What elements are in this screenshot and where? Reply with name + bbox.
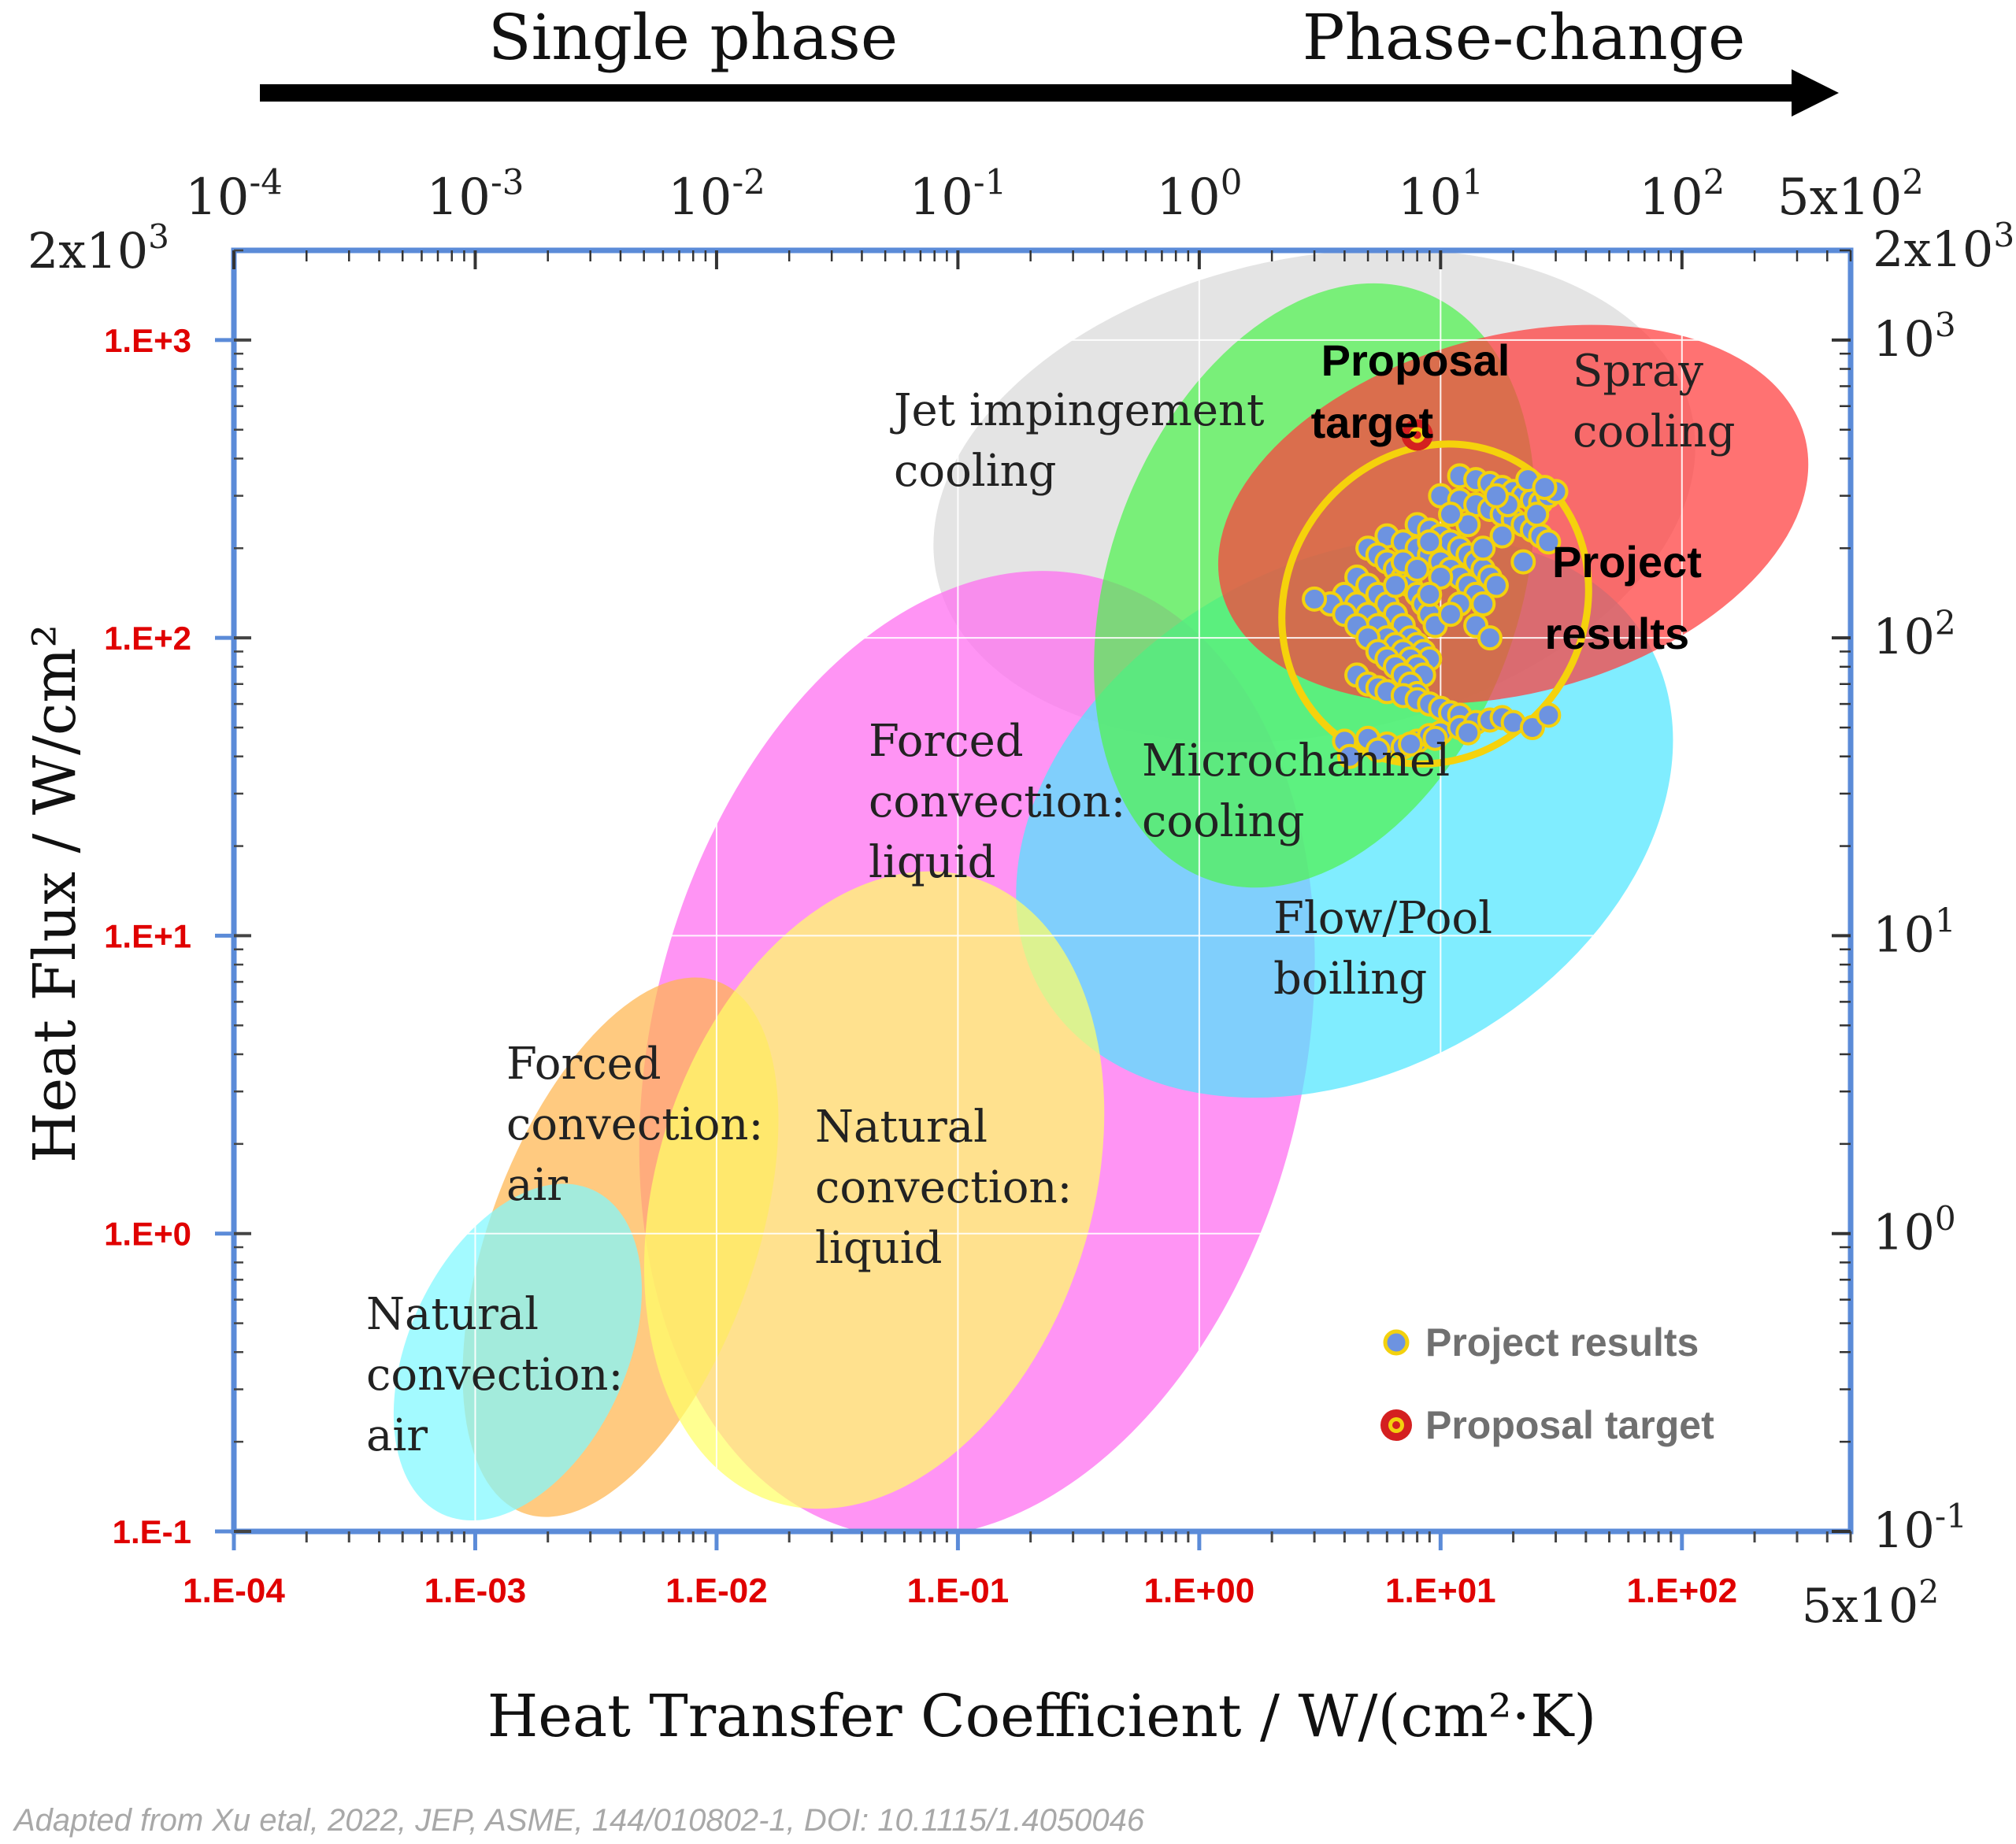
region-natural-convection-air	[393, 1183, 642, 1521]
y-axis-title: Heat Flux / W/cm²	[21, 624, 89, 1163]
x-end-label-bottom: 5x102	[1802, 1573, 1939, 1634]
x-tick-label-top: 10-4	[185, 163, 283, 227]
region-label-jet-impingement-cooling: Jet impingement	[890, 385, 1265, 436]
y-tick-label-right: 100	[1873, 1199, 1956, 1261]
project-result-point	[1382, 572, 1408, 598]
project-result-point	[1438, 502, 1464, 528]
y-tick-label-left: 1.E+0	[104, 1216, 191, 1253]
y-tick-label-right: 101	[1873, 902, 1956, 964]
project-result-point	[1524, 502, 1550, 528]
region-layer	[393, 250, 1809, 1531]
x-tick-label-bottom: 1.E-03	[424, 1572, 527, 1610]
project-result-point	[1477, 625, 1503, 651]
region-label-forced-convection-air: air	[506, 1160, 568, 1211]
x-tick-label-top: 101	[1398, 163, 1484, 227]
y-tick-label-left: 1.E+3	[104, 322, 191, 359]
x-tick-label-top: 10-1	[909, 163, 1006, 227]
y-top-label-left: 2x103	[28, 217, 169, 280]
project-result-point	[1404, 556, 1430, 582]
region-label-flow-pool-boiling: boiling	[1273, 953, 1427, 1005]
annotation-layer: Proposal target Project results	[1311, 335, 1702, 658]
region-label-natural-convection-liquid: liquid	[815, 1223, 943, 1274]
project-result-point	[1470, 535, 1496, 561]
region-label-flow-pool-boiling: Flow/Pool	[1273, 893, 1492, 944]
axis-ticks	[215, 249, 1852, 1550]
annotation-project: Project	[1552, 537, 1702, 587]
project-result-point	[1336, 743, 1362, 769]
region-label-natural-convection-air: convection:	[366, 1350, 623, 1401]
project-result-point	[1398, 731, 1424, 757]
legend-label-project-results: Project results	[1425, 1320, 1699, 1364]
project-result-point	[1483, 572, 1509, 598]
y-tick-label-left: 1.E-1	[113, 1513, 191, 1550]
region-label-forced-convection-liquid: liquid	[869, 837, 996, 888]
annotation-target: target	[1311, 398, 1434, 447]
project-result-point	[1483, 483, 1509, 509]
y-tick-label-right: 10-1	[1873, 1497, 1967, 1559]
source-note: Adapted from Xu etal, 2022, JEP, ASME, 1…	[13, 1803, 1145, 1838]
legend-marker-project-results	[1383, 1329, 1410, 1356]
region-label-microchannel-cooling: cooling	[1142, 796, 1305, 847]
banner-single-phase: Single phase	[488, 1, 898, 74]
y-tick-label-right: 102	[1873, 603, 1956, 665]
project-result-point	[1422, 725, 1448, 751]
x-tick-label-top: 102	[1639, 163, 1725, 227]
legend-label-proposal-target: Proposal target	[1425, 1403, 1714, 1447]
project-result-point	[1536, 702, 1562, 728]
banner-arrow-head	[1792, 69, 1839, 117]
project-result-point	[1470, 591, 1496, 617]
project-result-point	[1489, 523, 1515, 549]
region-label-forced-convection-air: convection:	[506, 1099, 763, 1150]
x-tick-label-top: 5x102	[1777, 163, 1924, 227]
project-result-point	[1302, 586, 1328, 612]
region-label-natural-convection-liquid: convection:	[815, 1162, 1072, 1213]
proposal-target-marker-core	[1413, 431, 1421, 439]
x-tick-label-bottom: 1.E+01	[1385, 1572, 1496, 1610]
y-tick-label-right: 103	[1873, 305, 1956, 368]
project-result-point	[1417, 529, 1443, 555]
y-tick-label-left: 1.E+1	[104, 917, 191, 954]
region-label-forced-convection-liquid: convection:	[869, 776, 1125, 828]
y-tick-label-right: 2x103	[1873, 216, 2014, 278]
x-tick-label-bottom: 1.E-02	[665, 1572, 768, 1610]
project-result-point	[1417, 581, 1443, 607]
banner-phase-change: Phase-change	[1303, 1, 1746, 74]
region-label-jet-impingement-cooling: cooling	[894, 446, 1057, 497]
x-tick-label-bottom: 1.E+02	[1626, 1572, 1737, 1610]
annotation-results: results	[1545, 609, 1690, 658]
project-result-point	[1532, 475, 1558, 501]
region-label-forced-convection-air: Forced	[506, 1039, 662, 1090]
x-tick-label-bottom: 1.E-01	[907, 1572, 1010, 1610]
region-label-layer: Jet impingement cooling Forced convection: l…	[366, 346, 1736, 1461]
x-tick-label-top: 10-3	[427, 163, 524, 227]
legend-marker-proposal-target-core	[1392, 1421, 1400, 1429]
plot-frame	[231, 247, 1854, 1535]
region-label-spray-cooling: cooling	[1573, 406, 1736, 457]
project-result-point	[1536, 529, 1562, 555]
x-tick-label-top: 10-2	[668, 163, 765, 227]
project-result-point	[1438, 602, 1464, 628]
project-result-point	[1365, 737, 1391, 763]
project-result-point	[1455, 720, 1481, 746]
region-label-spray-cooling: Spray	[1573, 346, 1703, 397]
axis-tick-labels: 1.E-04 1.E-03 1.E-02 1.E-01 1.E+00 1.E+01 1.E+…	[28, 163, 2014, 1634]
project-result-point	[1510, 549, 1536, 575]
region-label-natural-convection-air: Natural	[366, 1289, 539, 1340]
region-label-forced-convection-liquid: Forced	[869, 716, 1024, 767]
legend: Project results Proposal target	[1380, 1320, 1714, 1447]
x-tick-label-bottom: 1.E-04	[183, 1572, 285, 1610]
region-label-natural-convection-air: air	[366, 1410, 428, 1461]
y-tick-label-left: 1.E+2	[104, 620, 191, 657]
project-result-point	[1519, 715, 1545, 741]
region-label-natural-convection-liquid: Natural	[815, 1102, 988, 1153]
annotation-proposal: Proposal	[1321, 335, 1510, 385]
x-tick-label-top: 100	[1156, 163, 1242, 227]
project-result-point	[1428, 564, 1454, 590]
x-tick-label-bottom: 1.E+00	[1144, 1572, 1255, 1610]
region-label-microchannel-cooling: Microchannel	[1142, 735, 1450, 787]
region-natural-convection-liquid	[643, 871, 1105, 1509]
data-point-layer	[1302, 419, 1569, 769]
x-axis-title: Heat Transfer Coefficient / W/(cm²·K)	[487, 1683, 1597, 1750]
